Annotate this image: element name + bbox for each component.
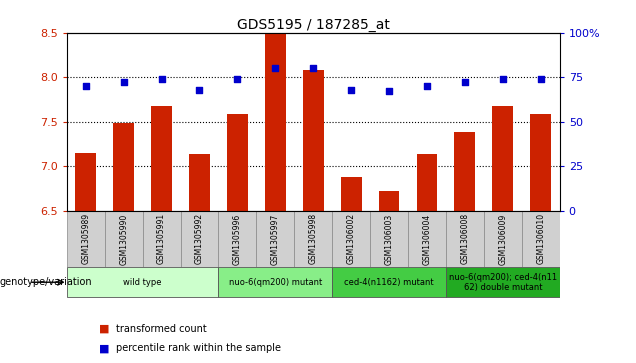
Bar [332,211,370,267]
Bar [105,211,142,267]
Text: ■: ■ [99,343,109,354]
Text: GSM1306010: GSM1306010 [536,213,545,265]
Point [384,89,394,94]
Bar [303,70,324,211]
Text: wild type: wild type [123,278,162,287]
Text: GSM1305998: GSM1305998 [308,213,318,265]
Bar [218,211,256,267]
Text: percentile rank within the sample: percentile rank within the sample [116,343,281,354]
Text: GSM1305990: GSM1305990 [119,213,128,265]
Point [232,76,242,82]
Point [536,76,546,82]
Bar [294,211,332,267]
Text: GSM1306004: GSM1306004 [422,213,431,265]
Text: transformed count: transformed count [116,323,207,334]
Bar [341,177,362,211]
Bar [265,33,286,211]
Title: GDS5195 / 187285_at: GDS5195 / 187285_at [237,18,390,32]
Text: GSM1306009: GSM1306009 [499,213,508,265]
Text: GSM1306003: GSM1306003 [385,213,394,265]
Point [460,79,470,85]
Bar [484,211,522,267]
Bar [256,211,294,267]
Text: GSM1305996: GSM1305996 [233,213,242,265]
Bar [522,211,560,267]
Bar [67,211,105,267]
Bar [75,153,96,211]
Bar [113,123,134,211]
Bar [446,268,560,297]
Bar [417,154,438,211]
Text: GSM1305997: GSM1305997 [271,213,280,265]
Bar [67,268,218,297]
Point [422,83,432,89]
Bar [189,154,210,211]
Bar [142,211,181,267]
Text: GSM1306002: GSM1306002 [347,213,356,265]
Bar [446,211,484,267]
Point [81,83,91,89]
Point [498,76,508,82]
Bar [378,191,399,211]
Bar [408,211,446,267]
Bar [332,268,446,297]
Text: GSM1305992: GSM1305992 [195,213,204,265]
Text: nuo-6(qm200) mutant: nuo-6(qm200) mutant [229,278,322,287]
Bar [181,211,218,267]
Point [118,79,128,85]
Point [346,87,356,93]
Text: ced-4(n1162) mutant: ced-4(n1162) mutant [344,278,434,287]
Point [195,87,205,93]
Bar [218,268,332,297]
Point [308,65,319,71]
Bar [227,114,248,211]
Text: GSM1305991: GSM1305991 [157,213,166,265]
Bar [151,106,172,211]
Bar [455,132,475,211]
Bar [370,211,408,267]
Text: nuo-6(qm200); ced-4(n11
62) double mutant: nuo-6(qm200); ced-4(n11 62) double mutan… [449,273,557,292]
Point [270,65,280,71]
Bar [530,114,551,211]
Text: GSM1306008: GSM1306008 [460,213,469,265]
Text: ■: ■ [99,323,109,334]
Point [156,76,167,82]
Text: GSM1305989: GSM1305989 [81,213,90,265]
Text: genotype/variation: genotype/variation [0,277,93,287]
Bar [492,106,513,211]
